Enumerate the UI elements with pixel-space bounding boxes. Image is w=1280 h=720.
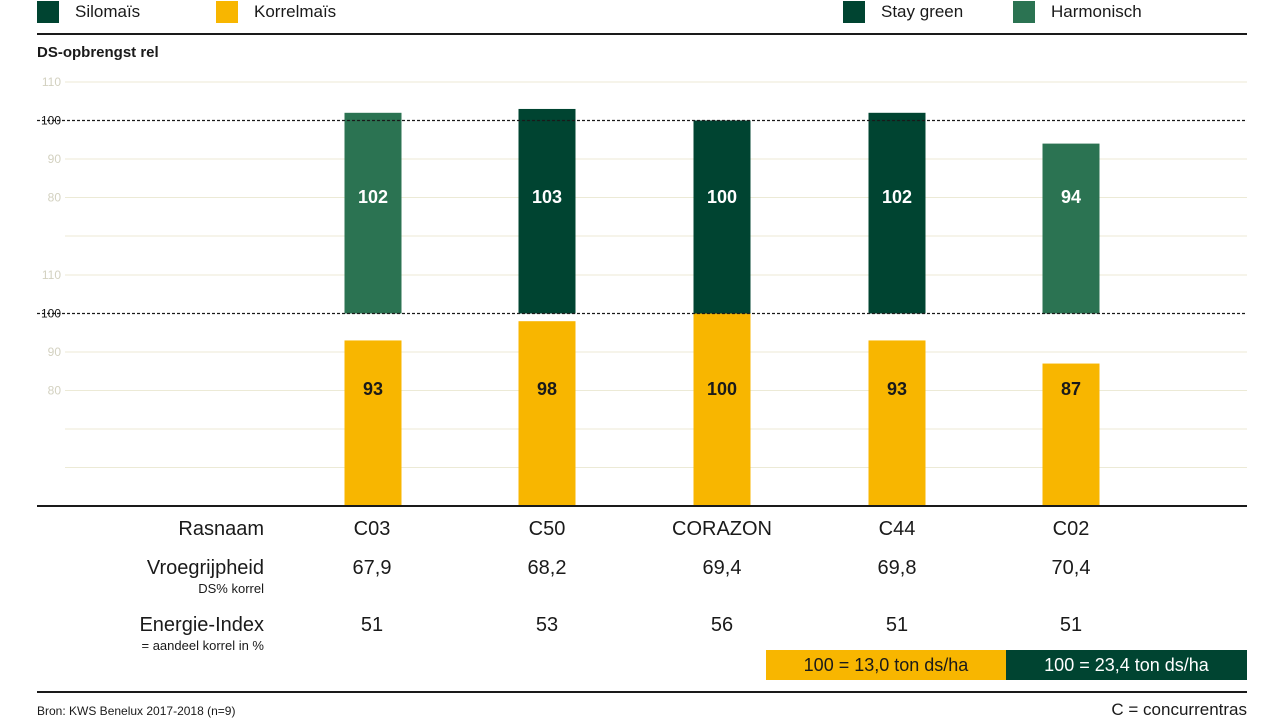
silomais-bar bbox=[693, 120, 751, 314]
silomais-data-label: 100 bbox=[707, 187, 737, 207]
y-tick-label: 90 bbox=[48, 345, 62, 359]
legend-harmonisch-swatch bbox=[1013, 1, 1035, 23]
footnote: C = concurrentras bbox=[1111, 700, 1247, 719]
vroegrijpheid-cell: 69,4 bbox=[702, 557, 742, 579]
y-tick-label: 110 bbox=[42, 268, 61, 282]
energie-index-cell: 56 bbox=[710, 614, 734, 636]
korrelmais-bar bbox=[344, 340, 402, 506]
vroegrijpheid-cell: 68,2 bbox=[527, 557, 567, 579]
korrelmais-data-label: 93 bbox=[887, 379, 907, 399]
silomais-data-label: 103 bbox=[532, 187, 562, 207]
y-tick-label: 100 bbox=[41, 114, 61, 128]
source-note: Bron: KWS Benelux 2017-2018 (n=9) bbox=[37, 704, 236, 718]
bottom-rule bbox=[37, 691, 1247, 693]
y-tick-label: 90 bbox=[48, 152, 62, 166]
top-rule bbox=[37, 33, 1247, 35]
vroegrijpheid-cell: 69,8 bbox=[877, 557, 917, 579]
vroegrijpheid-cell: 67,9 bbox=[352, 557, 392, 579]
rasnaam-label: Rasnaam bbox=[178, 518, 264, 540]
rasnaam-cell: C44 bbox=[878, 518, 916, 540]
legend-harmonisch-label: Harmonisch bbox=[1051, 2, 1142, 21]
energie-index-cell: 51 bbox=[1059, 614, 1083, 636]
legend-korrelmais: Korrelmaïs bbox=[216, 0, 336, 24]
rasnaam-cell: C02 bbox=[1052, 518, 1090, 540]
korrelmais-data-label: 87 bbox=[1061, 379, 1081, 399]
rasnaam-cell: C03 bbox=[353, 518, 391, 540]
y-tick-label: 80 bbox=[48, 384, 62, 398]
legend-staygreen-swatch bbox=[843, 1, 865, 23]
korrelmais-bar bbox=[1042, 363, 1100, 506]
energie-index-cell: 53 bbox=[535, 614, 559, 636]
legend-staygreen: Stay green bbox=[843, 0, 963, 24]
legend-silomais-swatch bbox=[37, 1, 59, 23]
energie-index-cell: 51 bbox=[885, 614, 909, 636]
silomais-data-label: 102 bbox=[882, 187, 912, 207]
chart-title: DS-opbrengst rel bbox=[37, 44, 159, 61]
silomais-data-label: 94 bbox=[1061, 187, 1081, 207]
energie-index-sublabel: = aandeel korrel in % bbox=[141, 638, 265, 653]
silomais-bar bbox=[518, 108, 576, 314]
silomais-data-label: 102 bbox=[358, 187, 388, 207]
silomais-bar bbox=[344, 112, 402, 314]
reference-korrelmais: 100 = 13,0 ton ds/ha bbox=[766, 650, 1006, 680]
korrelmais-data-label: 93 bbox=[363, 379, 383, 399]
energie-index-cell: 51 bbox=[360, 614, 384, 636]
silomais-bar bbox=[868, 112, 926, 314]
legend-korrelmais-swatch bbox=[216, 1, 238, 23]
korrelmais-bar bbox=[518, 321, 576, 506]
korrelmais-bar bbox=[868, 340, 926, 506]
silomais-bar bbox=[1042, 143, 1100, 314]
rasnaam-cell: C50 bbox=[528, 518, 566, 540]
y-tick-label: 110 bbox=[42, 75, 61, 89]
y-tick-label: 80 bbox=[48, 191, 62, 205]
vroegrijpheid-label: Vroegrijpheid bbox=[146, 557, 264, 579]
vroegrijpheid-sublabel: DS% korrel bbox=[198, 581, 264, 596]
vroegrijpheid-cell: 70,4 bbox=[1051, 557, 1091, 579]
reference-silomais: 100 = 23,4 ton ds/ha bbox=[1006, 650, 1247, 680]
legend-harmonisch: Harmonisch bbox=[1013, 0, 1142, 24]
legend-silomais-label: Silomaïs bbox=[75, 2, 141, 21]
korrelmais-data-label: 100 bbox=[707, 379, 737, 399]
legend-silomais: Silomaïs bbox=[37, 0, 140, 24]
legend-staygreen-label: Stay green bbox=[881, 2, 964, 21]
legend-korrelmais-label: Korrelmaïs bbox=[254, 2, 337, 21]
energie-index-label: Energie-Index bbox=[139, 614, 264, 636]
korrelmais-data-label: 98 bbox=[537, 379, 557, 399]
korrelmais-bar bbox=[693, 313, 751, 506]
y-tick-label: 100 bbox=[41, 307, 61, 321]
rasnaam-cell: CORAZON bbox=[672, 518, 772, 540]
